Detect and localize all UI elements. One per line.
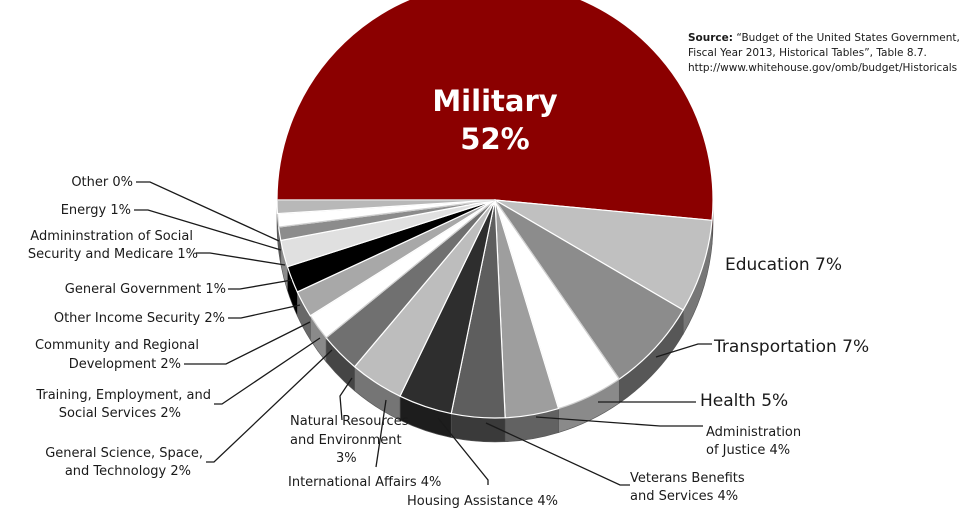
leader-line-housing — [437, 417, 489, 485]
label-housing: Housing Assistance 4% — [407, 494, 558, 509]
label-income: Other Income Security 2% — [54, 311, 225, 326]
label-military-name: Military — [432, 84, 557, 118]
label-ssm-line2: Security and Medicare 1% — [28, 247, 198, 262]
leader-line-veterans — [485, 422, 630, 486]
label-energy: Energy 1% — [61, 203, 131, 218]
source-line-1: Source: “Budget of the United States Gov… — [688, 31, 968, 46]
leader-lines — [134, 181, 712, 486]
source-line-2: Fiscal Year 2013, Historical Tables”, Ta… — [688, 47, 927, 59]
source-line-3: http://www.whitehouse.gov/omb/budget/His… — [688, 62, 958, 74]
leader-line-energy — [134, 209, 282, 251]
leader-line-income — [228, 304, 301, 319]
label-natural-line3: 3% — [336, 451, 357, 466]
label-natural-line1: Natural Resources — [290, 414, 409, 429]
label-training-line1: Training, Employment, and — [35, 388, 211, 403]
leader-line-justice — [535, 416, 703, 427]
leader-line-other — [136, 181, 280, 242]
label-transportation: Transportation 7% — [713, 337, 869, 357]
leader-line-government — [228, 279, 293, 290]
slice-labels: Military 52% Education 7% Transportation… — [28, 84, 869, 509]
pie-slices — [276, 0, 714, 419]
label-education: Education 7% — [725, 255, 842, 275]
pie-slice-military — [276, 0, 714, 221]
label-other: Other 0% — [71, 175, 133, 190]
label-government: General Government 1% — [65, 282, 226, 297]
label-health: Health 5% — [700, 391, 788, 411]
label-community-line1: Community and Regional — [35, 338, 199, 353]
label-veterans-line1: Veterans Benefits — [630, 471, 745, 486]
leader-line-science — [206, 349, 333, 463]
label-veterans-line2: and Services 4% — [630, 489, 738, 504]
label-science-line2: and Technology 2% — [65, 464, 191, 479]
label-training-line2: Social Services 2% — [59, 406, 181, 421]
label-military-pct: 52% — [460, 122, 529, 156]
leader-line-transportation — [655, 343, 712, 358]
source-note: Source: “Budget of the United States Gov… — [688, 31, 968, 76]
source-label: Source: — [688, 32, 733, 44]
label-justice-line2: of Justice 4% — [706, 443, 790, 458]
source-text-1: “Budget of the United States Government, — [736, 32, 960, 44]
label-community-line2: Development 2% — [69, 357, 181, 372]
leader-line-training — [214, 337, 321, 405]
leader-line-community — [184, 321, 311, 365]
leader-line-international — [375, 399, 387, 468]
label-science-line1: General Science, Space, — [45, 446, 203, 461]
leader-line-natural — [339, 377, 353, 421]
label-natural-line2: and Environment — [290, 433, 402, 448]
leader-line-ssm — [196, 252, 286, 266]
label-international: International Affairs 4% — [288, 475, 441, 490]
pie-3d-sides — [276, 199, 714, 443]
label-justice-line1: Administration — [706, 425, 801, 440]
label-ssm-line1: Admininstration of Social — [30, 229, 193, 244]
